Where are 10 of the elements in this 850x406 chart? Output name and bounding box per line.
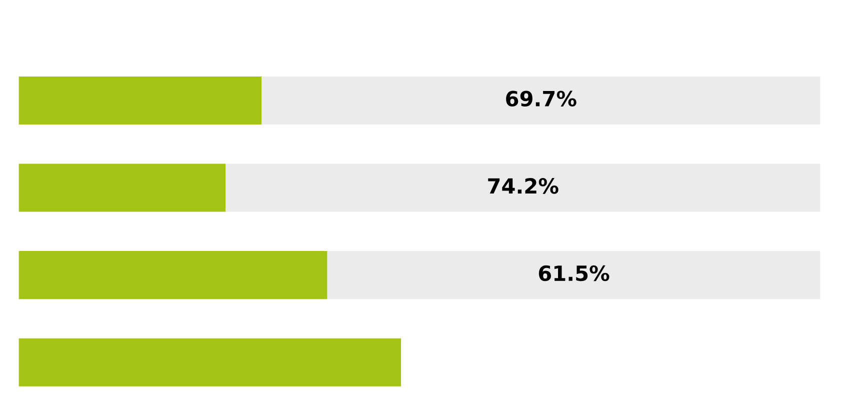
- bar: [262, 76, 820, 124]
- data-label: 69.7%: [506, 90, 576, 107]
- bar: [18, 251, 328, 300]
- bar: [327, 251, 820, 300]
- bar: [18, 338, 402, 386]
- data-label: 74.2%: [488, 178, 558, 194]
- bar: [18, 164, 226, 212]
- data-label: 61.5%: [538, 265, 610, 282]
- bar: [18, 76, 262, 124]
- bar: [226, 164, 820, 212]
